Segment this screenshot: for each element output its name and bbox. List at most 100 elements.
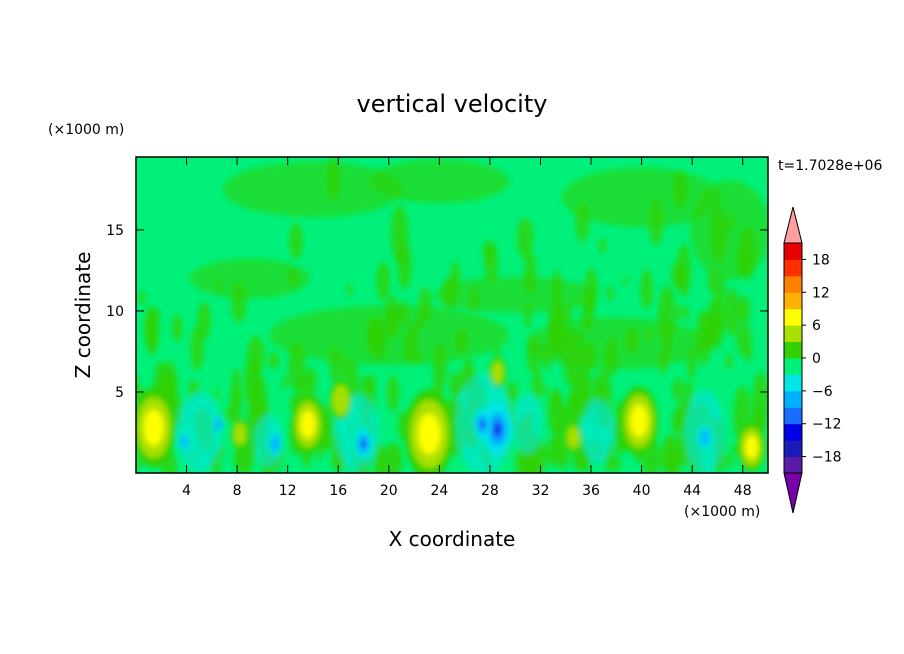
field-patch <box>448 371 464 398</box>
y-tick-label: 15 <box>106 223 124 239</box>
colorbar-tick-label: −18 <box>812 450 842 466</box>
cell-updraft <box>417 413 441 455</box>
field-patch <box>230 381 242 412</box>
cell-downdraft <box>480 421 484 428</box>
field-patch <box>725 353 733 369</box>
cell-downdraft <box>270 436 280 452</box>
y-axis: 5 10 15 <box>106 223 768 401</box>
velocity-field <box>136 157 768 473</box>
field-patch <box>177 392 222 473</box>
field-patch <box>613 456 621 472</box>
cell-updraft <box>491 361 504 384</box>
field-patch <box>215 388 220 400</box>
field-patch <box>387 374 400 412</box>
field-patch <box>268 351 280 370</box>
cell-downdraft <box>361 440 366 447</box>
colorbar-swatch <box>784 374 802 392</box>
field-patch <box>642 454 653 473</box>
field-patch <box>736 323 752 356</box>
field-patch <box>505 381 518 403</box>
field-patch <box>581 398 614 463</box>
x-tick-label: 28 <box>481 483 499 499</box>
colorbar-low-cap <box>783 472 803 514</box>
field-patch <box>606 286 614 302</box>
colorbar-tick-label: 18 <box>812 252 830 268</box>
colorbar-tick-label: 12 <box>812 285 830 301</box>
colorbar-tick-label: −12 <box>812 417 842 433</box>
field-patch <box>316 447 323 461</box>
field-patch <box>289 223 303 260</box>
field-patch <box>726 452 734 469</box>
field-patch <box>282 374 288 391</box>
field-patch <box>484 242 499 284</box>
field-patch <box>516 217 534 259</box>
field-patch <box>690 179 768 280</box>
field-patch <box>551 387 561 409</box>
colorbar-high-cap <box>783 206 803 244</box>
cell-updraft <box>233 422 246 446</box>
y-unit-label: (×1000 m) <box>48 122 124 138</box>
x-tick-label: 48 <box>734 483 752 499</box>
field-patch <box>560 457 566 472</box>
colorbar-swatch <box>784 243 802 260</box>
field-patch <box>530 448 538 473</box>
y-axis-label: Z coordinate <box>71 252 95 379</box>
colorbar-swatch <box>784 275 802 293</box>
cell-updraft <box>630 405 648 438</box>
field-patch <box>305 368 318 394</box>
field-patch <box>580 454 587 471</box>
field-patch <box>172 313 183 342</box>
colorbar-swatch <box>784 440 802 458</box>
field-patch <box>568 391 578 421</box>
field-patch <box>219 445 225 457</box>
cell-downdraft <box>700 429 709 445</box>
colorbar: 18 12 6 0 −6 −12 −18 <box>783 206 842 514</box>
field-patch <box>545 436 563 467</box>
field-patch <box>244 443 254 471</box>
colorbar-swatch <box>784 325 802 343</box>
field-patch <box>676 305 683 321</box>
field-patch <box>672 377 684 402</box>
y-tick-label: 10 <box>106 304 124 320</box>
field-patch <box>369 159 510 204</box>
field-patch <box>155 308 160 324</box>
chart-title: vertical velocity <box>357 90 548 118</box>
field-patch <box>618 438 625 451</box>
field-patch <box>513 394 542 455</box>
colorbar-tick-label: −6 <box>812 384 833 400</box>
colorbar-swatch <box>784 390 802 408</box>
field-patch <box>543 385 549 397</box>
x-tick-label: 40 <box>633 483 651 499</box>
colorbar-swatch <box>784 407 802 425</box>
cell-downdraft <box>180 436 188 448</box>
field-patch <box>197 301 212 340</box>
cell-updraft <box>143 409 164 446</box>
field-patch <box>225 406 234 423</box>
y-tick-label: 5 <box>115 385 124 401</box>
field-patch <box>233 444 243 471</box>
field-patch <box>732 443 739 455</box>
field-patch <box>724 288 740 336</box>
cell-updraft <box>300 410 316 439</box>
field-patch <box>532 370 543 400</box>
colorbar-tick-label: 0 <box>812 351 821 367</box>
time-label: t=1.7028e+06 <box>778 158 882 174</box>
field-patch <box>664 435 681 473</box>
field-patch <box>564 304 573 323</box>
field-patch <box>138 291 146 305</box>
field-patch <box>622 276 628 286</box>
field-patch <box>268 305 509 366</box>
field-patch <box>435 276 596 313</box>
field-patch <box>328 438 334 448</box>
field-patch <box>246 335 265 375</box>
plot-frame <box>135 156 769 474</box>
cell-updraft <box>567 425 580 449</box>
x-axis: 4 8 12 16 20 24 28 32 36 40 44 48 <box>182 157 752 499</box>
field-patch <box>640 269 653 310</box>
colorbar-swatch <box>784 341 802 359</box>
x-tick-label: 36 <box>582 483 600 499</box>
x-tick-label: 44 <box>683 483 701 499</box>
field-patch <box>144 306 158 350</box>
field-patch <box>190 326 204 371</box>
